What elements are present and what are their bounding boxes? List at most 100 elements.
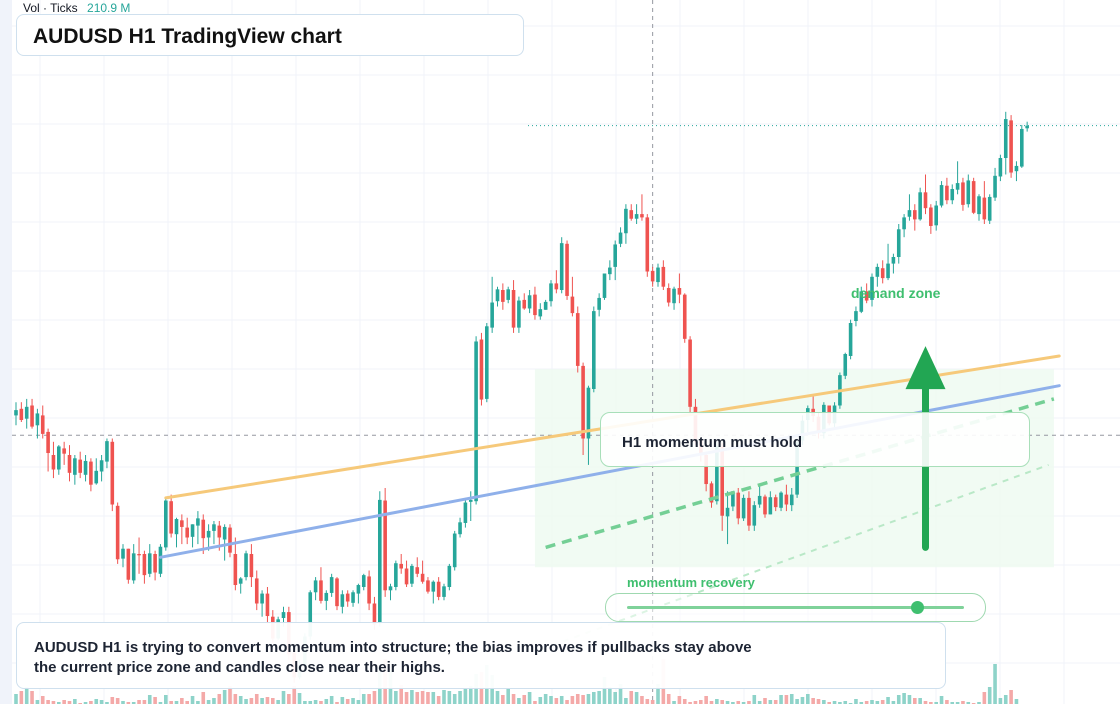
volume-bar bbox=[618, 684, 623, 704]
volume-bar bbox=[158, 702, 163, 704]
volume-bar bbox=[715, 699, 719, 704]
volume-bar bbox=[490, 675, 494, 704]
summary-card: AUDUSD H1 is trying to convert momentum … bbox=[16, 622, 946, 689]
volume-bar bbox=[843, 701, 848, 704]
candle bbox=[682, 294, 687, 339]
candle bbox=[383, 500, 387, 591]
candle bbox=[575, 313, 580, 366]
candle bbox=[329, 577, 334, 593]
volume-bar bbox=[934, 702, 938, 704]
volume-bar bbox=[634, 692, 639, 704]
volume-bar bbox=[886, 697, 890, 704]
volume-bar bbox=[666, 694, 671, 704]
volume-bar bbox=[99, 700, 104, 704]
candle bbox=[222, 526, 227, 540]
volume-bar bbox=[864, 701, 869, 704]
volume-bar bbox=[1014, 699, 1019, 704]
candle bbox=[848, 323, 853, 356]
volume-bar bbox=[773, 700, 778, 704]
volume-bar bbox=[827, 702, 831, 704]
candle bbox=[570, 296, 575, 314]
candle bbox=[709, 483, 714, 503]
candle bbox=[736, 492, 741, 519]
volume-bar bbox=[501, 695, 505, 704]
candle bbox=[265, 593, 270, 617]
candle bbox=[174, 519, 179, 535]
zone-label: demand zone bbox=[851, 285, 941, 301]
volume-bar bbox=[265, 697, 270, 704]
volume-bar bbox=[271, 698, 275, 704]
candle bbox=[1003, 119, 1008, 158]
volume-bar bbox=[672, 701, 676, 704]
candle bbox=[169, 501, 173, 534]
volume-bar bbox=[650, 700, 655, 704]
candle bbox=[40, 415, 45, 434]
volume-bar bbox=[137, 700, 141, 704]
candle bbox=[281, 612, 286, 619]
candle bbox=[971, 181, 976, 213]
candle bbox=[1014, 165, 1019, 172]
candle bbox=[533, 294, 537, 316]
volume-bar bbox=[538, 697, 543, 704]
volume-bar bbox=[907, 695, 912, 704]
volume-bar bbox=[51, 701, 56, 704]
candle bbox=[121, 548, 125, 559]
volume-bar bbox=[292, 686, 296, 704]
candle bbox=[67, 455, 72, 473]
volume-bar bbox=[832, 701, 837, 704]
candle bbox=[372, 603, 377, 625]
volume-bar bbox=[506, 689, 510, 704]
candle bbox=[549, 283, 553, 302]
volume-bar bbox=[468, 686, 473, 704]
candle bbox=[666, 288, 671, 303]
volume-bar bbox=[565, 700, 569, 704]
volume-bar bbox=[254, 694, 259, 704]
candle bbox=[896, 229, 901, 257]
candle bbox=[902, 217, 906, 230]
volume-bar bbox=[147, 695, 152, 704]
volume-bar bbox=[629, 691, 634, 704]
volume-bar bbox=[394, 691, 398, 704]
volume-bar bbox=[891, 701, 896, 704]
candle bbox=[1009, 120, 1013, 173]
candle bbox=[463, 502, 468, 523]
candle bbox=[217, 525, 222, 538]
candle bbox=[244, 553, 248, 578]
candle bbox=[479, 339, 484, 400]
volume-bar bbox=[752, 695, 757, 704]
volume-bar bbox=[854, 699, 858, 704]
candle bbox=[522, 299, 527, 309]
candle bbox=[228, 527, 232, 553]
volume-bar bbox=[693, 701, 698, 704]
candle bbox=[485, 326, 489, 399]
volume-bar bbox=[94, 699, 99, 704]
summary-text: AUDUSD H1 is trying to convert momentum … bbox=[34, 639, 752, 676]
volume-bar bbox=[426, 692, 430, 704]
momentum-slider-knob[interactable] bbox=[910, 601, 924, 614]
volume-bar bbox=[495, 691, 500, 704]
candle bbox=[340, 594, 345, 607]
candle bbox=[907, 210, 912, 217]
volume-bar bbox=[779, 695, 783, 704]
momentum-slider[interactable] bbox=[605, 593, 986, 622]
volume-bar bbox=[640, 696, 644, 704]
volume-bar bbox=[367, 694, 371, 704]
candle bbox=[581, 365, 585, 439]
volume-bar bbox=[570, 696, 575, 704]
candle bbox=[993, 175, 997, 198]
volume-bar bbox=[458, 691, 462, 704]
volume-bar bbox=[608, 687, 612, 704]
volume-bar bbox=[987, 687, 992, 704]
volume-bar bbox=[313, 700, 318, 704]
candle bbox=[83, 460, 88, 475]
candle bbox=[501, 290, 505, 302]
candle bbox=[24, 406, 29, 419]
volume-bar bbox=[174, 701, 179, 704]
candle bbox=[14, 410, 18, 416]
candle bbox=[410, 565, 414, 584]
candle bbox=[452, 533, 457, 568]
candle bbox=[597, 297, 601, 310]
candle bbox=[468, 499, 473, 502]
volume-bar bbox=[763, 698, 767, 704]
volume-bar bbox=[602, 677, 607, 704]
